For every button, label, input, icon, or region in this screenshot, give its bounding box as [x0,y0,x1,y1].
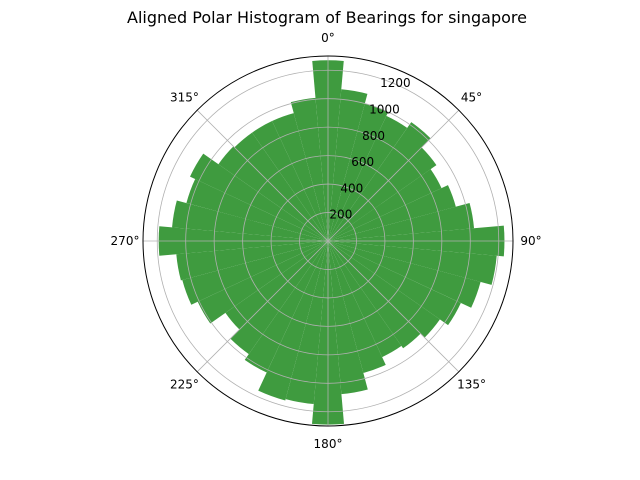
bar-100deg [328,241,497,285]
angle-label-90: 90° [520,234,541,248]
angle-label-135: 135° [457,378,486,392]
radial-labels-group: 200 400 600 800 1000 1200 [329,76,410,221]
bar-50deg [328,147,437,241]
angle-label-45: 45° [461,90,482,104]
bar-190deg [285,241,328,405]
angle-label-315: 315° [170,90,199,104]
bar-220deg [230,241,328,355]
bar-230deg [225,241,328,330]
angle-labels-group: 0° 45° 90° 135° 180° 225° 270° 315° [111,31,542,451]
angle-label-0: 0° [321,31,335,45]
bar-60deg [328,169,442,241]
bar-20deg [328,103,389,241]
bar-340deg [272,113,328,241]
bar-330deg [252,121,328,241]
bar-70deg [328,185,456,241]
bar-120deg [328,241,461,326]
bar-30deg [328,115,408,241]
bar-310deg [218,146,328,241]
bar-300deg [190,153,328,241]
bar-250deg [182,241,328,305]
radial-label-600: 600 [351,155,374,169]
bar-80deg [328,203,475,241]
grid-spoke-315 [196,109,329,242]
bar-170deg [328,241,368,395]
bar-320deg [234,132,328,241]
radial-label-1000: 1000 [369,103,400,117]
bar-140deg [328,241,421,349]
bar-350deg [290,97,328,241]
bar-110deg [328,241,481,308]
bar-160deg [328,241,386,373]
angle-label-270: 270° [111,234,140,248]
bar-130deg [328,241,440,338]
bar-260deg [176,241,328,281]
grid-spoke-225 [196,240,329,373]
radial-label-200: 200 [329,208,352,222]
bar-10deg [328,89,368,241]
chart-title: Aligned Polar Histogram of Bearings for … [127,8,527,27]
grid-spoke-135 [327,240,460,373]
bar-150deg [328,241,402,358]
angle-label-180: 180° [314,437,343,451]
radial-label-800: 800 [362,129,385,143]
bars-group [158,60,505,425]
bar-280deg [172,200,328,241]
bar-40deg [328,122,431,241]
grid-group [143,56,513,426]
bar-210deg [244,241,328,373]
bar-240deg [197,241,328,324]
bar-290deg [186,179,328,241]
radial-label-400: 400 [340,181,363,195]
grid-spoke-45 [327,109,460,242]
radial-label-1200: 1200 [380,76,411,90]
angle-label-225: 225° [170,378,199,392]
polar-frame [142,55,514,427]
bar-200deg [258,241,328,401]
